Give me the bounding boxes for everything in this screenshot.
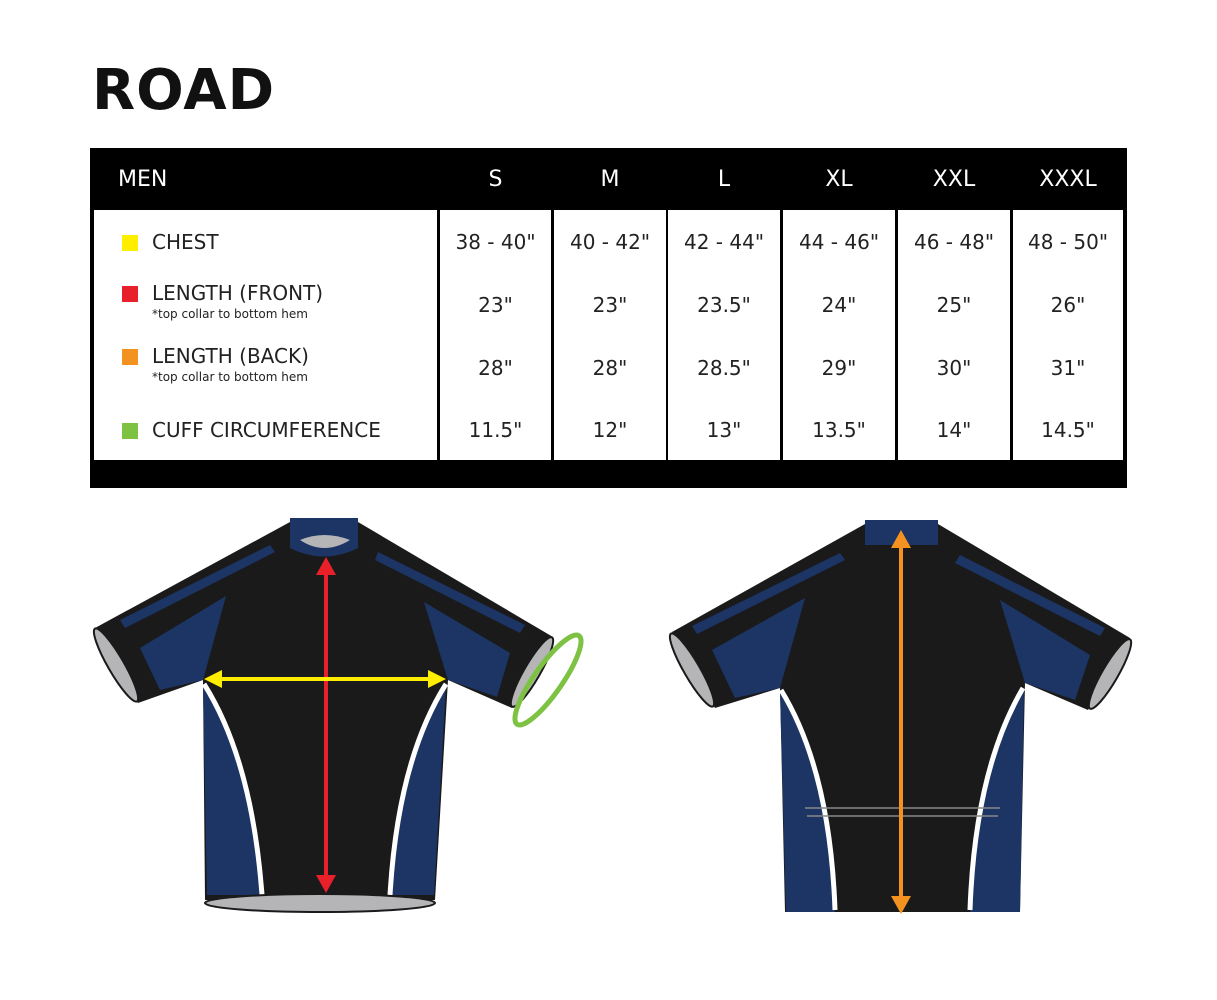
size-column-xl: 44 - 46" 24" 29" 13.5" bbox=[783, 210, 895, 460]
cell-value: 46 - 48" bbox=[913, 230, 995, 254]
row-label: LENGTH (BACK) bbox=[152, 344, 309, 368]
front-jersey bbox=[92, 518, 584, 913]
cell-value: 26" bbox=[1050, 293, 1086, 317]
legend-swatch bbox=[122, 286, 138, 302]
cell-value: 28" bbox=[478, 356, 513, 380]
header-size-s: S bbox=[488, 167, 503, 192]
row-label: LENGTH (FRONT) bbox=[152, 281, 324, 305]
cuff-circle bbox=[512, 632, 584, 728]
cell-value: 23.5" bbox=[697, 293, 751, 317]
label-column: CHEST LENGTH (FRONT) *top collar to bottom… bbox=[94, 210, 437, 460]
cell-value: 30" bbox=[936, 356, 972, 380]
header-size-xl: XL bbox=[825, 167, 853, 192]
row-note: *top collar to bottom hem bbox=[152, 307, 308, 321]
cell-value: 38 - 40" bbox=[455, 230, 536, 254]
header-size-m: M bbox=[600, 167, 620, 192]
cell-value: 11.5" bbox=[468, 418, 523, 442]
cell-value: 13" bbox=[706, 418, 742, 442]
size-column-l: 42 - 44" 23.5" 28.5" 13" bbox=[668, 210, 780, 460]
cell-value: 28" bbox=[592, 356, 628, 380]
header-size-xxxl: XXXL bbox=[1039, 167, 1097, 192]
size-chart-table: MEN S M L XL XXL XXXL CHEST LENGTH (FRONT) *top… bbox=[90, 148, 1127, 488]
cell-value: 13.5" bbox=[812, 418, 866, 442]
cell-value: 29" bbox=[821, 356, 857, 380]
header-men: MEN bbox=[118, 167, 168, 192]
cell-value: 25" bbox=[936, 293, 972, 317]
row-note: *top collar to bottom hem bbox=[152, 370, 308, 384]
cell-value: 42 - 44" bbox=[683, 230, 765, 254]
cell-value: 12" bbox=[592, 418, 628, 442]
chest-arrow bbox=[204, 670, 446, 688]
length-front-arrow bbox=[316, 557, 336, 893]
row-label: CHEST bbox=[152, 230, 219, 254]
size-column-xxxl: 48 - 50" 26" 31" 14.5" bbox=[1013, 210, 1123, 460]
cell-value: 31" bbox=[1050, 356, 1086, 380]
cell-value: 14.5" bbox=[1041, 418, 1095, 442]
back-jersey bbox=[668, 520, 1133, 914]
length-back-arrow bbox=[891, 530, 911, 914]
legend-swatch bbox=[122, 423, 138, 439]
cell-value: 14" bbox=[936, 418, 972, 442]
cell-value: 28.5" bbox=[697, 356, 751, 380]
legend-swatch bbox=[122, 349, 138, 365]
legend-swatch bbox=[122, 235, 138, 251]
row-label: CUFF CIRCUMFERENCE bbox=[152, 418, 381, 442]
size-column-m: 40 - 42" 23" 28" 12" bbox=[554, 210, 666, 460]
size-column-xxl: 46 - 48" 25" 30" 14" bbox=[898, 210, 1010, 460]
cell-value: 24" bbox=[821, 293, 857, 317]
page-title: ROAD bbox=[92, 58, 276, 123]
cell-value: 23" bbox=[592, 293, 628, 317]
size-column-s: 38 - 40" 23" 28" 11.5" bbox=[440, 210, 551, 460]
header-size-xxl: XXL bbox=[932, 167, 976, 192]
cell-value: 23" bbox=[478, 293, 513, 317]
cell-value: 44 - 46" bbox=[798, 230, 880, 254]
header-size-l: L bbox=[717, 167, 731, 192]
cell-value: 40 - 42" bbox=[569, 230, 651, 254]
cell-value: 48 - 50" bbox=[1027, 230, 1109, 254]
